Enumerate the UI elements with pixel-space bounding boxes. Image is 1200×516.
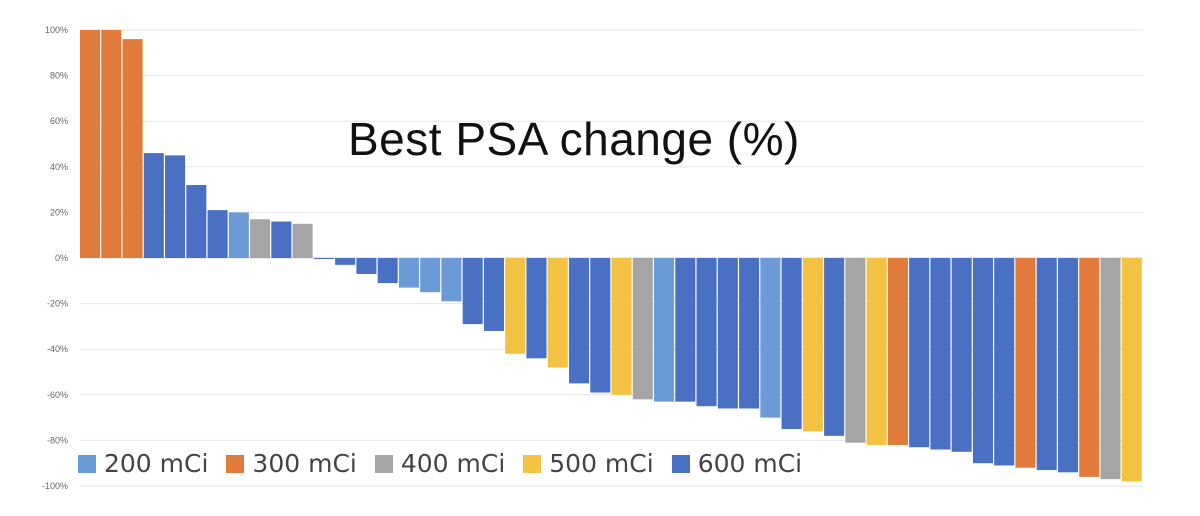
legend-swatch-300 [226,454,245,473]
y-tick-label: 20% [50,207,68,217]
bar [632,258,653,400]
bar [101,30,122,258]
bar [398,258,419,288]
legend-item-400: 400 mCi [374,449,506,478]
bar [568,258,590,384]
bar [313,258,334,259]
bar [462,258,483,325]
bar [292,223,313,258]
bar [802,258,823,432]
bar [590,258,611,393]
y-tick-label: 80% [50,71,68,81]
bar [951,258,972,452]
y-tick-label: -80% [47,435,68,445]
y-tick-label: 40% [50,162,68,172]
y-tick-label: -20% [47,299,68,309]
bar [165,155,186,258]
bar [675,258,696,402]
bar [207,210,228,258]
legend-swatch-400 [374,454,393,473]
bar [824,258,845,436]
bar [781,258,802,429]
bar [994,258,1015,466]
bar [271,221,292,258]
y-axis-ticks: 100% 80% 60% 40% 20% 0% -20% -40% -60% -80% -100% [42,25,68,491]
legend-item-300: 300 mCi [226,449,357,478]
bar [611,258,632,395]
y-tick-label: -60% [47,390,68,400]
legend-label-200: 200 mCi [104,449,209,478]
legend-swatch-500 [523,454,542,473]
legend-label-600: 600 mCi [697,449,803,478]
bar [122,39,143,259]
bar [1015,258,1036,468]
bar [739,258,760,409]
bar [1057,258,1079,473]
bar [420,258,441,293]
legend: 200 mCi 300 mCi 400 mCi 500 mCi 600 mCi [78,447,827,480]
y-tick-label: 100% [45,25,68,35]
bar [717,258,738,409]
bar [909,258,930,448]
legend-item-500: 500 mCi [523,449,654,478]
bar [228,212,249,258]
bar [441,258,462,302]
legend-label-300: 300 mCi [252,449,357,478]
y-tick-label: 60% [50,116,68,126]
y-tick-label: 0% [55,253,68,263]
bar [1100,258,1121,480]
bar [80,30,101,258]
bar [335,258,356,265]
y-tick-label: -40% [47,344,68,354]
bar [930,258,951,450]
bar [250,219,271,258]
bar [696,258,717,407]
y-tick-label: -100% [42,481,68,491]
bar [186,185,207,258]
bar [1121,258,1142,482]
legend-swatch-200 [78,454,96,473]
bar [845,258,866,443]
legend-item-600: 600 mCi [671,449,803,478]
legend-item-200: 200 mCi [78,449,208,478]
bar [547,258,568,368]
bar [887,258,908,445]
chart-title: Best PSA change (%) [348,113,800,165]
bar [760,258,781,418]
bars [80,30,1142,482]
bar [526,258,547,359]
legend-swatch-600 [671,454,690,473]
bar [654,258,675,402]
bar [505,258,526,354]
bar [1079,258,1100,477]
bar [377,258,398,284]
legend-label-500: 500 mCi [549,449,654,478]
bar [483,258,504,331]
bar [356,258,377,274]
bar [866,258,887,445]
bar [1036,258,1057,471]
bar [143,153,164,258]
legend-label-400: 400 mCi [400,449,506,478]
bar [972,258,993,464]
